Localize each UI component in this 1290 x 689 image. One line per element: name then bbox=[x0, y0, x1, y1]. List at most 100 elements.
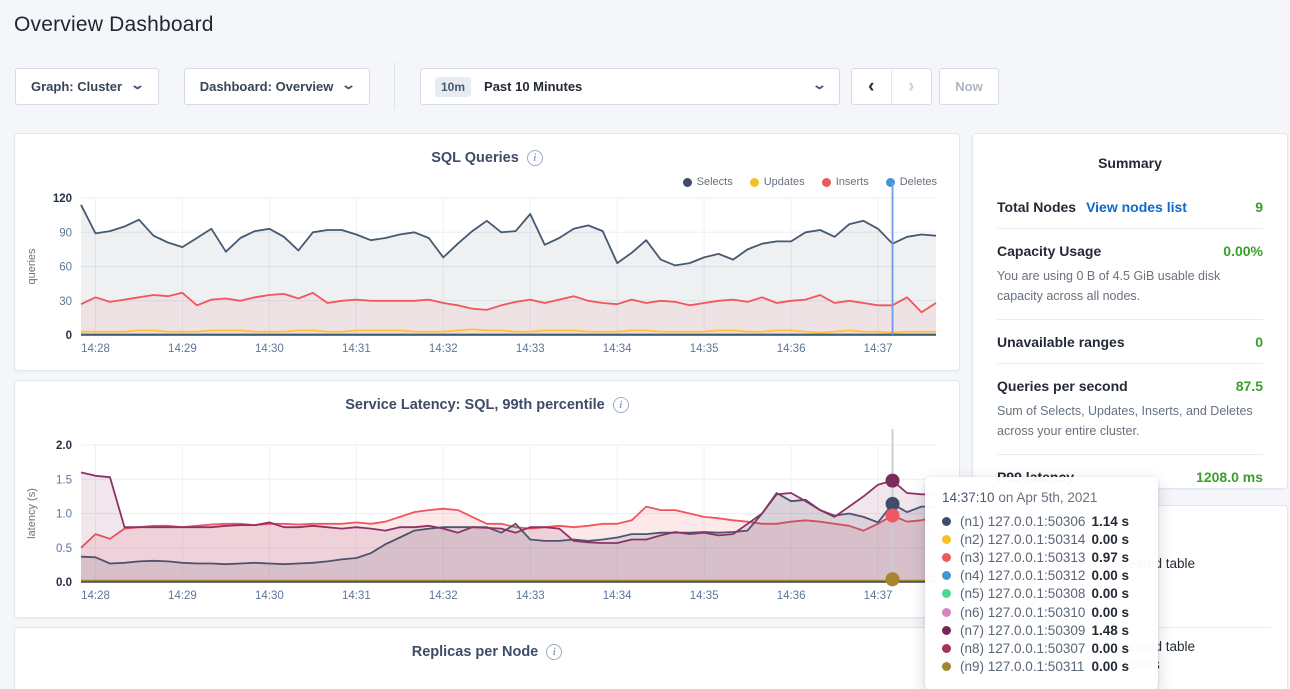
summary-total-nodes-section: Total Nodes View nodes list 9 bbox=[997, 185, 1263, 228]
tooltip-node-row: (n1) 127.0.0.1:50306 1.14 s bbox=[942, 512, 1144, 530]
node-address: (n3) 127.0.0.1:50313 bbox=[960, 550, 1085, 565]
sql-queries-plot[interactable]: 0 30 60 90 120 14:28 14:29 14:30 14:31 14:32 14:33… bbox=[15, 134, 961, 370]
page-title: Overview Dashboard bbox=[14, 13, 214, 37]
svg-text:14:35: 14:35 bbox=[690, 343, 719, 355]
series-dot bbox=[942, 553, 951, 562]
view-nodes-list-link[interactable]: View nodes list bbox=[1086, 199, 1187, 215]
tooltip-node-row: (n7) 127.0.0.1:50309 1.48 s bbox=[942, 621, 1144, 639]
node-address: (n6) 127.0.0.1:50310 bbox=[960, 605, 1085, 620]
svg-text:queries: queries bbox=[26, 248, 38, 285]
svg-text:120: 120 bbox=[53, 193, 72, 205]
svg-text:90: 90 bbox=[59, 227, 72, 239]
series-dot bbox=[942, 608, 951, 617]
time-nav-group: ‹ › bbox=[851, 68, 932, 105]
series-dot bbox=[942, 571, 951, 580]
svg-text:60: 60 bbox=[59, 262, 72, 274]
node-address: (n9) 127.0.0.1:50311 bbox=[960, 659, 1084, 674]
node-address: (n1) 127.0.0.1:50306 bbox=[960, 514, 1085, 529]
node-latency-value: 0.00 s bbox=[1091, 659, 1129, 674]
node-address: (n8) 127.0.0.1:50307 bbox=[960, 641, 1085, 656]
node-latency-value: 0.00 s bbox=[1091, 586, 1129, 601]
node-latency-value: 0.97 s bbox=[1091, 550, 1129, 565]
time-forward-button[interactable]: › bbox=[892, 69, 932, 104]
dashboard-dropdown[interactable]: Dashboard: Overview ⌄ bbox=[184, 68, 370, 105]
tooltip-node-row: (n6) 127.0.0.1:50310 0.00 s bbox=[942, 603, 1144, 621]
svg-text:14:36: 14:36 bbox=[777, 590, 806, 602]
svg-text:14:30: 14:30 bbox=[255, 343, 284, 355]
unavailable-ranges-label: Unavailable ranges bbox=[997, 334, 1125, 350]
node-latency-value: 0.00 s bbox=[1091, 532, 1129, 547]
node-latency-value: 0.00 s bbox=[1091, 605, 1129, 620]
series-dot bbox=[942, 662, 951, 671]
svg-text:14:33: 14:33 bbox=[516, 590, 545, 602]
tooltip-timestamp: 14:37:10 on Apr 5th, 2021 bbox=[942, 490, 1144, 505]
capacity-usage-label: Capacity Usage bbox=[997, 243, 1101, 259]
replicas-per-node-chart-card: Replicas per Node i bbox=[14, 627, 960, 689]
svg-text:1.0: 1.0 bbox=[56, 509, 72, 521]
svg-text:2.0: 2.0 bbox=[56, 440, 72, 452]
queries-per-second-label: Queries per second bbox=[997, 378, 1128, 394]
capacity-usage-subtext: You are using 0 B of 4.5 GiB usable disk… bbox=[997, 266, 1263, 306]
unavailable-ranges-value: 0 bbox=[1255, 334, 1263, 350]
time-back-button[interactable]: ‹ bbox=[852, 69, 892, 104]
svg-text:14:32: 14:32 bbox=[429, 343, 458, 355]
now-button[interactable]: Now bbox=[939, 68, 999, 105]
svg-text:0.0: 0.0 bbox=[56, 577, 72, 589]
svg-text:latency (s): latency (s) bbox=[26, 488, 38, 539]
svg-text:14:28: 14:28 bbox=[81, 343, 110, 355]
summary-panel: Summary Total Nodes View nodes list 9 Ca… bbox=[972, 133, 1288, 489]
graph-dropdown[interactable]: Graph: Cluster ⌄ bbox=[15, 68, 159, 105]
sql-queries-chart-card: SQL Queries i SelectsUpdatesInsertsDelet… bbox=[14, 133, 960, 371]
service-latency-plot[interactable]: 0.00.51.01.52.014:2814:2914:3014:3114:32… bbox=[15, 381, 961, 617]
tooltip-node-row: (n2) 127.0.0.1:503140.00 s bbox=[942, 530, 1144, 548]
svg-text:14:32: 14:32 bbox=[429, 590, 458, 602]
summary-unavailable-section: Unavailable ranges 0 bbox=[997, 319, 1263, 363]
node-latency-value: 1.14 s bbox=[1091, 514, 1129, 529]
dashboard-dropdown-label: Dashboard: Overview bbox=[200, 79, 334, 94]
svg-text:1.5: 1.5 bbox=[56, 474, 72, 486]
series-dot bbox=[942, 644, 951, 653]
controls-divider bbox=[394, 62, 395, 110]
info-icon[interactable]: i bbox=[546, 644, 562, 660]
svg-text:14:31: 14:31 bbox=[342, 590, 371, 602]
series-dot bbox=[942, 589, 951, 598]
queries-per-second-value: 87.5 bbox=[1236, 378, 1263, 394]
service-latency-chart-card: Service Latency: SQL, 99th percentile i … bbox=[14, 380, 960, 618]
series-dot bbox=[942, 626, 951, 635]
queries-per-second-subtext: Sum of Selects, Updates, Inserts, and De… bbox=[997, 401, 1263, 441]
chevron-down-icon: ⌄ bbox=[812, 78, 827, 91]
svg-text:14:34: 14:34 bbox=[603, 343, 632, 355]
svg-text:30: 30 bbox=[59, 296, 72, 308]
chart-hover-tooltip: 14:37:10 on Apr 5th, 2021 (n1) 127.0.0.1… bbox=[925, 477, 1158, 689]
svg-text:14:29: 14:29 bbox=[168, 590, 197, 602]
svg-text:14:37: 14:37 bbox=[864, 590, 893, 602]
summary-capacity-section: Capacity Usage 0.00% You are using 0 B o… bbox=[997, 228, 1263, 319]
tooltip-node-row: (n4) 127.0.0.1:50312 0.00 s bbox=[942, 567, 1144, 585]
time-range-badge: 10m bbox=[435, 77, 471, 97]
svg-text:0: 0 bbox=[66, 330, 72, 342]
summary-qps-section: Queries per second 87.5 Sum of Selects, … bbox=[997, 363, 1263, 454]
node-latency-value: 0.00 s bbox=[1091, 641, 1129, 656]
node-address: (n4) 127.0.0.1:50312 bbox=[960, 568, 1085, 583]
tooltip-node-row: (n9) 127.0.0.1:50311 0.00 s bbox=[942, 658, 1144, 676]
svg-text:14:31: 14:31 bbox=[342, 343, 371, 355]
total-nodes-value: 9 bbox=[1255, 199, 1263, 215]
p99-latency-value: 1208.0 ms bbox=[1196, 469, 1263, 485]
replicas-per-node-chart-title: Replicas per Node i bbox=[15, 644, 959, 660]
svg-text:14:33: 14:33 bbox=[516, 343, 545, 355]
overview-dashboard-page: Overview Dashboard Graph: Cluster ⌄ Dash… bbox=[0, 0, 1290, 689]
series-dot bbox=[942, 517, 951, 526]
svg-text:14:29: 14:29 bbox=[168, 343, 197, 355]
svg-text:14:36: 14:36 bbox=[777, 343, 806, 355]
svg-text:0.5: 0.5 bbox=[56, 543, 72, 555]
total-nodes-label: Total Nodes bbox=[997, 199, 1076, 215]
node-address: (n7) 127.0.0.1:50309 bbox=[960, 623, 1085, 638]
node-latency-value: 0.00 s bbox=[1091, 568, 1129, 583]
svg-text:14:28: 14:28 bbox=[81, 590, 110, 602]
svg-text:14:35: 14:35 bbox=[690, 590, 719, 602]
svg-text:14:37: 14:37 bbox=[864, 343, 893, 355]
chevron-down-icon: ⌄ bbox=[130, 78, 145, 91]
time-range-label: Past 10 Minutes bbox=[484, 79, 582, 94]
time-range-selector[interactable]: 10m Past 10 Minutes ⌄ bbox=[420, 68, 840, 105]
node-latency-value: 1.48 s bbox=[1091, 623, 1129, 638]
